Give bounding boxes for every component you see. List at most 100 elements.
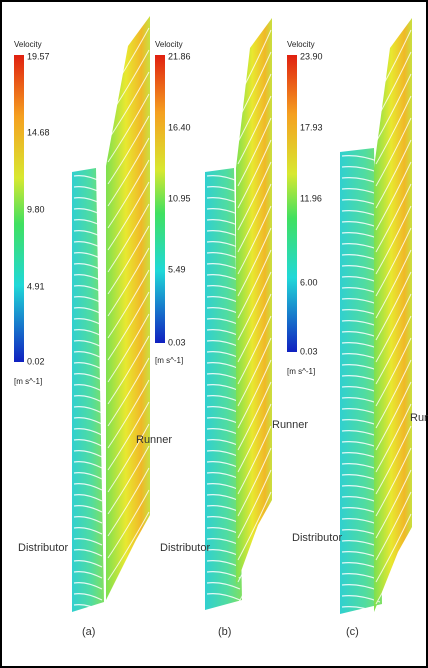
panel: Velocity 21.86 16.40 10.95 5.49 0.03 [m s^-1] R… <box>155 18 308 638</box>
streamline <box>73 439 103 447</box>
colorbar-tick-label: 0.02 <box>27 356 45 366</box>
streamline <box>73 483 103 491</box>
distributor-contour <box>72 168 104 612</box>
colorbar-tick-label: 16.40 <box>168 122 191 132</box>
blade-edge <box>375 403 412 473</box>
streamline <box>73 505 103 513</box>
streamline <box>73 186 103 194</box>
blade-edge <box>237 535 272 605</box>
colorbar-tick-label: 21.86 <box>168 51 191 61</box>
blade-edge <box>237 95 272 165</box>
streamline <box>73 395 103 403</box>
streamline <box>73 219 103 227</box>
blade-edge <box>375 227 412 297</box>
streamline <box>341 606 381 614</box>
colorbar <box>155 55 165 343</box>
blade-edge <box>107 115 150 185</box>
blade-edge <box>375 117 412 187</box>
caption: (c) <box>346 626 359 638</box>
streamline <box>73 450 103 458</box>
blade-edge <box>237 425 272 495</box>
streamline <box>73 340 103 348</box>
distributor-label: Distributor <box>18 542 68 554</box>
blade-edge <box>237 381 272 451</box>
streamline <box>73 274 103 282</box>
streamline <box>73 307 103 315</box>
blade-edge <box>107 533 150 603</box>
streamline <box>73 461 103 469</box>
streamline <box>73 384 103 392</box>
blade-edge <box>107 27 150 97</box>
blade-edge <box>375 161 412 231</box>
blade-edge <box>375 513 412 583</box>
caption: (b) <box>218 626 231 638</box>
streamline <box>206 593 241 601</box>
blade-edge <box>107 511 150 581</box>
blade-edge <box>237 29 272 99</box>
blade-edge <box>375 557 412 627</box>
blade-edge <box>237 491 272 561</box>
streamline <box>73 197 103 205</box>
blade-edge <box>107 423 150 493</box>
blade-edge <box>107 379 150 449</box>
blade-edge <box>375 315 412 385</box>
streamline <box>73 373 103 381</box>
blade-edge <box>237 161 272 231</box>
colorbar-tick-label: 4.91 <box>27 281 45 291</box>
blade-edge <box>375 249 412 319</box>
legend-unit: [m s^-1] <box>287 367 315 376</box>
streamline <box>73 428 103 436</box>
blade-edge <box>107 335 150 405</box>
colorbar-tick-label: 19.57 <box>27 51 50 61</box>
distributor-label: Distributor <box>292 532 342 544</box>
runner-contour <box>106 16 150 600</box>
streamline <box>73 593 103 601</box>
streamline <box>73 549 103 557</box>
colorbar-tick-label: 6.00 <box>300 277 318 287</box>
blade-edge <box>237 337 272 407</box>
blade-edge <box>107 247 150 317</box>
colorbar-tick-label: 10.95 <box>168 193 191 203</box>
streamline <box>206 582 241 590</box>
streamline <box>73 571 103 579</box>
blade-edge <box>375 51 412 121</box>
blade-edge <box>107 225 150 295</box>
blade-edge <box>237 315 272 385</box>
streamline <box>73 604 103 612</box>
streamline <box>73 351 103 359</box>
streamline <box>73 516 103 524</box>
distributor-label: Distributor <box>160 542 210 554</box>
blade-edge <box>237 513 272 583</box>
streamline <box>73 208 103 216</box>
blade-edge <box>375 183 412 253</box>
colorbar-tick-label: 0.03 <box>300 346 318 356</box>
distributor-contour <box>340 148 382 614</box>
blade-edge <box>107 159 150 229</box>
colorbar-tick-label: 9.80 <box>27 204 45 214</box>
blade-edge <box>375 95 412 165</box>
streamline <box>73 560 103 568</box>
colorbar-tick-label: 23.90 <box>300 51 323 61</box>
legend-unit: [m s^-1] <box>14 377 42 386</box>
streamline <box>73 285 103 293</box>
blade-edge <box>375 535 412 605</box>
blade-edge <box>237 359 272 429</box>
blade-edge <box>237 447 272 517</box>
blade-edge <box>107 357 150 427</box>
blade-edge <box>375 73 412 143</box>
blade-edge <box>237 293 272 363</box>
blade-edge <box>237 117 272 187</box>
legend-title: Velocity <box>287 40 315 49</box>
streamline <box>73 406 103 414</box>
blade-edge <box>375 381 412 451</box>
streamline <box>73 527 103 535</box>
panel: Velocity 19.57 14.68 9.80 4.91 0.02 [m s^-1] Ru… <box>14 16 172 638</box>
blade-edge <box>107 181 150 251</box>
streamline <box>73 472 103 480</box>
blade-edge <box>107 313 150 383</box>
blade-edge <box>237 403 272 473</box>
colorbar-tick-label: 0.03 <box>168 337 186 347</box>
blade-edge <box>107 269 150 339</box>
streamline <box>73 538 103 546</box>
blade-edge <box>375 205 412 275</box>
